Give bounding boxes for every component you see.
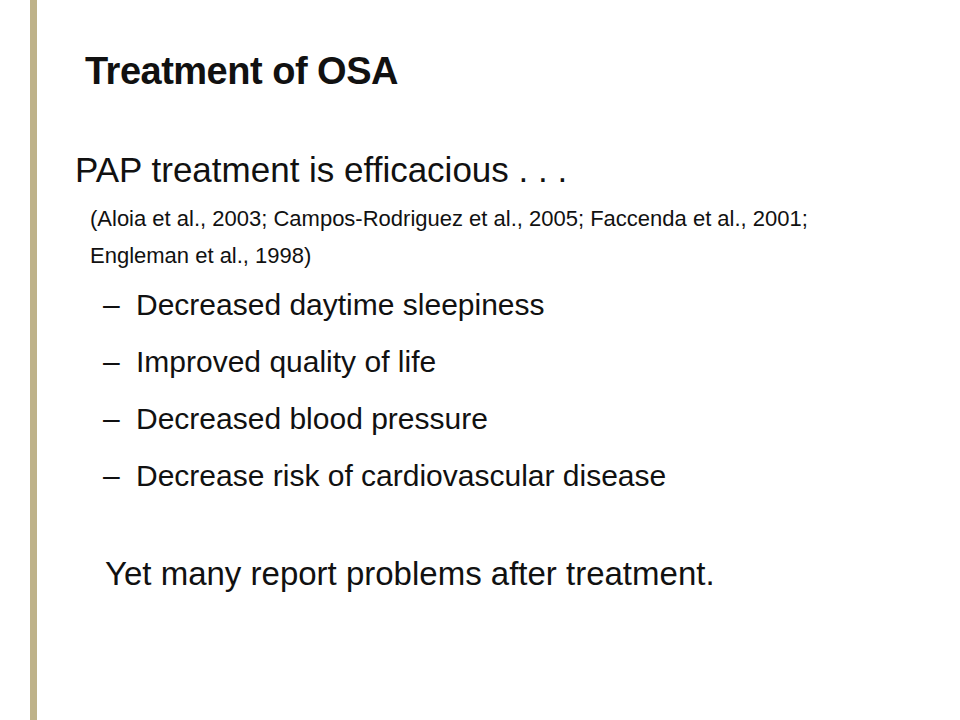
left-accent-stripe — [30, 0, 37, 720]
slide-canvas: Treatment of OSA PAP treatment is effica… — [0, 0, 960, 720]
bullet-text: Decrease risk of cardiovascular disease — [136, 459, 666, 493]
bullet-item: – Decreased blood pressure — [103, 402, 666, 436]
bullet-text: Improved quality of life — [136, 345, 436, 379]
bullet-text: Decreased daytime sleepiness — [136, 288, 545, 322]
bullet-item: – Decreased daytime sleepiness — [103, 288, 666, 322]
bullet-dash-marker: – — [103, 288, 136, 322]
bullet-item: – Decrease risk of cardiovascular diseas… — [103, 459, 666, 493]
slide-title: Treatment of OSA — [85, 50, 398, 93]
citation-block: (Aloia et al., 2003; Campos-Rodriguez et… — [90, 200, 808, 274]
citation-line-2: Engleman et al., 1998) — [90, 237, 808, 274]
bullet-list: – Decreased daytime sleepiness – Improve… — [103, 288, 666, 516]
lead-text: PAP treatment is efficacious . . . — [75, 150, 567, 190]
closing-text: Yet many report problems after treatment… — [105, 555, 715, 593]
bullet-dash-marker: – — [103, 402, 136, 436]
bullet-dash-marker: – — [103, 459, 136, 493]
bullet-dash-marker: – — [103, 345, 136, 379]
bullet-text: Decreased blood pressure — [136, 402, 488, 436]
bullet-item: – Improved quality of life — [103, 345, 666, 379]
citation-line-1: (Aloia et al., 2003; Campos-Rodriguez et… — [90, 200, 808, 237]
